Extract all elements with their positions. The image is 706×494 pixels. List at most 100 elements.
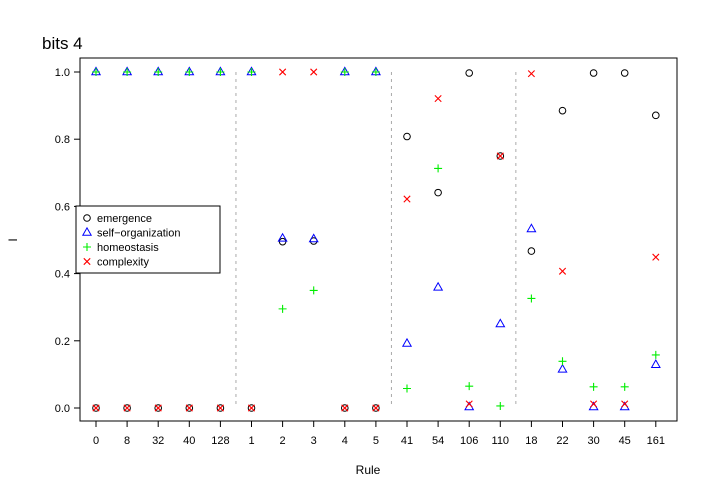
x-tick-label: 45 (619, 435, 631, 447)
data-point (652, 111, 660, 120)
x-tick-label: 30 (587, 435, 599, 447)
legend-label: self−organization (97, 228, 180, 240)
x-tick-label: 18 (525, 435, 537, 447)
data-point (526, 223, 537, 233)
data-point (279, 68, 287, 76)
data-point (558, 357, 567, 366)
y-tick-label: 0.2 (55, 336, 70, 348)
data-point (154, 404, 162, 412)
chart-title: bits 4 (42, 34, 83, 53)
data-point (309, 286, 318, 295)
x-tick-label: 161 (647, 435, 665, 447)
data-point (341, 404, 349, 412)
data-point (310, 68, 318, 76)
x-tick-label: 8 (124, 435, 130, 447)
data-point (123, 68, 132, 76)
data-point (465, 69, 474, 77)
data-point (434, 188, 442, 197)
data-point (247, 68, 256, 76)
data-point (278, 304, 287, 313)
series-cross (92, 68, 660, 412)
data-point (92, 68, 100, 76)
x-tick-label: 40 (183, 435, 195, 447)
data-point (620, 69, 629, 77)
data-point (434, 164, 443, 173)
data-point (465, 400, 473, 408)
data-point (403, 132, 411, 141)
data-point (216, 404, 224, 412)
data-point (527, 294, 536, 303)
data-point (308, 233, 319, 243)
data-point (590, 400, 598, 408)
x-tick-label: 54 (432, 435, 444, 447)
y-tick-label: 0.8 (55, 134, 70, 146)
data-point (403, 384, 411, 393)
series-circle (92, 69, 660, 412)
data-point (650, 359, 661, 368)
data-point (527, 247, 536, 255)
x-tick-label: 22 (556, 435, 568, 447)
data-point (558, 106, 567, 115)
data-point (496, 152, 504, 160)
data-point (372, 404, 380, 412)
data-point (433, 281, 444, 291)
data-point (558, 267, 567, 275)
data-point (434, 94, 442, 103)
data-point (651, 350, 660, 359)
x-tick-label: 32 (152, 435, 164, 447)
data-point (496, 401, 505, 410)
legend-label: complexity (97, 257, 149, 269)
legend-marker (81, 226, 93, 236)
data-point (185, 68, 194, 76)
data-point (652, 253, 660, 261)
y-tick-label: 1.0 (55, 67, 70, 79)
data-point (185, 404, 193, 412)
data-point (123, 404, 131, 412)
y-tick-label: 0.6 (55, 201, 70, 213)
data-point (216, 68, 225, 76)
legend: emergence self−organization homeostasis com… (75, 205, 221, 274)
data-point (496, 152, 505, 160)
data-point (185, 404, 194, 412)
data-point (589, 382, 598, 391)
data-point (92, 404, 100, 412)
data-point (589, 69, 598, 77)
data-point (154, 404, 162, 412)
y-axis-label: I (6, 238, 20, 241)
legend-marker (83, 243, 91, 251)
x-axis-label: Rule (356, 463, 381, 477)
y-tick-label: 0.0 (55, 403, 70, 415)
data-point (247, 404, 256, 412)
x-tick-label: 106 (460, 435, 478, 447)
legend-box (75, 205, 221, 274)
data-point (620, 382, 629, 391)
data-point (341, 404, 349, 412)
data-point (92, 404, 100, 412)
data-point (403, 195, 411, 203)
data-point (340, 68, 349, 76)
data-point (401, 337, 413, 347)
x-tick-label: 41 (401, 435, 413, 447)
data-points (90, 66, 661, 412)
x-tick-label: 5 (373, 435, 379, 447)
data-point (247, 404, 256, 412)
data-point (495, 318, 506, 328)
data-point (465, 382, 474, 391)
legend-label: emergence (97, 213, 152, 225)
y-tick-label: 0.4 (55, 269, 70, 281)
data-point (557, 363, 568, 373)
group-separators (235, 72, 517, 408)
series-plus (92, 68, 660, 410)
data-point (527, 70, 535, 78)
data-point (278, 237, 287, 246)
x-tick-label: 2 (280, 435, 286, 447)
data-point (123, 404, 131, 412)
data-point (216, 404, 225, 412)
x-tick-label: 4 (342, 435, 348, 447)
data-point (154, 68, 163, 76)
legend-label: homeostasis (97, 242, 159, 254)
legend-marker (83, 214, 91, 222)
x-tick-label: 128 (211, 435, 229, 447)
x-axis: 0 8 32 40 128 1 2 3 4 5 41 54 106 110 18 22 30 45 161 (93, 421, 665, 447)
